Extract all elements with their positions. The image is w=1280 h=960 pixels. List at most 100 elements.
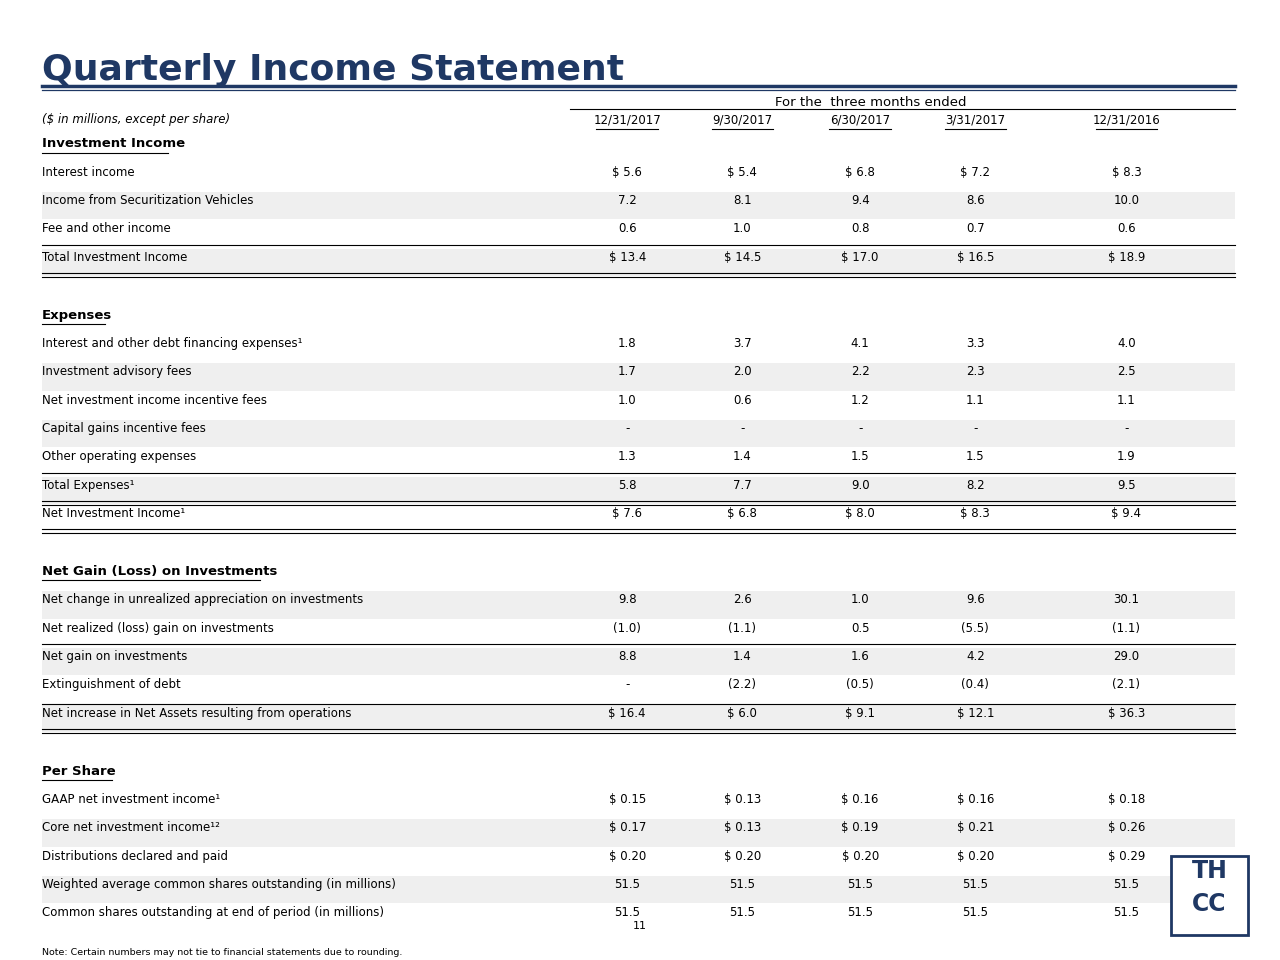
Bar <box>42 876 1235 903</box>
Point <box>562 104 577 115</box>
Text: Net gain on investments: Net gain on investments <box>42 650 188 663</box>
Text: $ 8.3: $ 8.3 <box>1111 165 1142 179</box>
Text: (1.1): (1.1) <box>1112 621 1140 635</box>
Text: 1.4: 1.4 <box>733 450 751 464</box>
Text: $ 17.0: $ 17.0 <box>841 251 879 264</box>
Text: 51.5: 51.5 <box>963 906 988 920</box>
Text: 0.5: 0.5 <box>851 621 869 635</box>
Text: 3/31/2017: 3/31/2017 <box>946 113 1005 127</box>
Text: Common shares outstanding at end of period (in millions): Common shares outstanding at end of peri… <box>42 906 384 920</box>
Text: (2.1): (2.1) <box>1112 678 1140 691</box>
Point <box>252 574 268 586</box>
Text: 0.6: 0.6 <box>1117 222 1135 235</box>
Text: Note: Certain numbers may not tie to financial statements due to rounding.: Note: Certain numbers may not tie to fin… <box>42 948 403 957</box>
Text: 51.5: 51.5 <box>614 906 640 920</box>
Text: ($ in millions, except per share): ($ in millions, except per share) <box>42 113 230 127</box>
Bar <box>42 420 1235 447</box>
Text: $ 0.16: $ 0.16 <box>956 793 995 806</box>
Text: 1.3: 1.3 <box>618 450 636 464</box>
Text: Investment Income: Investment Income <box>42 137 186 151</box>
Point <box>97 318 113 329</box>
Text: 6/30/2017: 6/30/2017 <box>831 113 890 127</box>
Text: (1.1): (1.1) <box>728 621 756 635</box>
Text: Interest and other debt financing expenses¹: Interest and other debt financing expens… <box>42 337 303 350</box>
Text: Interest income: Interest income <box>42 165 134 179</box>
Point <box>35 774 50 785</box>
Text: 1.5: 1.5 <box>851 450 869 464</box>
Point <box>1149 123 1165 134</box>
Text: $ 0.15: $ 0.15 <box>608 793 646 806</box>
Point <box>161 147 177 158</box>
Text: (0.4): (0.4) <box>961 678 989 691</box>
Text: GAAP net investment income¹: GAAP net investment income¹ <box>42 793 220 806</box>
Text: $ 12.1: $ 12.1 <box>956 707 995 720</box>
Point <box>1228 104 1243 115</box>
Text: 4.1: 4.1 <box>851 337 869 350</box>
Text: 30.1: 30.1 <box>1114 593 1139 607</box>
Text: Net increase in Net Assets resulting from operations: Net increase in Net Assets resulting fro… <box>42 707 352 720</box>
Text: 4.2: 4.2 <box>966 650 984 663</box>
Text: Expenses: Expenses <box>42 308 113 322</box>
Text: $ 7.2: $ 7.2 <box>960 165 991 179</box>
Text: TH: TH <box>1192 859 1228 883</box>
Text: $ 16.5: $ 16.5 <box>956 251 995 264</box>
Text: 2.6: 2.6 <box>733 593 751 607</box>
Text: 51.5: 51.5 <box>847 906 873 920</box>
Text: -: - <box>625 421 630 435</box>
Text: $ 16.4: $ 16.4 <box>608 707 646 720</box>
Text: $ 0.16: $ 0.16 <box>841 793 879 806</box>
Text: $ 6.0: $ 6.0 <box>727 707 758 720</box>
Text: 9/30/2017: 9/30/2017 <box>713 113 772 127</box>
Text: 51.5: 51.5 <box>1114 877 1139 891</box>
Text: Total Expenses¹: Total Expenses¹ <box>42 478 134 492</box>
Bar <box>42 705 1235 732</box>
Bar <box>42 363 1235 391</box>
Text: Weighted average common shares outstanding (in millions): Weighted average common shares outstandi… <box>42 877 396 891</box>
Text: 51.5: 51.5 <box>963 877 988 891</box>
Text: 0.6: 0.6 <box>618 222 636 235</box>
Text: 2.3: 2.3 <box>966 365 984 378</box>
Text: 7.7: 7.7 <box>733 478 751 492</box>
Text: Other operating expenses: Other operating expenses <box>42 450 197 464</box>
Text: Capital gains incentive fees: Capital gains incentive fees <box>42 421 206 435</box>
Text: (5.5): (5.5) <box>961 621 989 635</box>
Text: -: - <box>1124 421 1129 435</box>
Text: Net Gain (Loss) on Investments: Net Gain (Loss) on Investments <box>42 564 278 578</box>
Point <box>822 123 837 134</box>
Text: 51.5: 51.5 <box>847 877 873 891</box>
Text: 9.4: 9.4 <box>851 194 869 207</box>
Text: 8.1: 8.1 <box>733 194 751 207</box>
Text: $ 5.4: $ 5.4 <box>727 165 758 179</box>
Text: 8.8: 8.8 <box>618 650 636 663</box>
Text: Net change in unrealized appreciation on investments: Net change in unrealized appreciation on… <box>42 593 364 607</box>
Text: 1.6: 1.6 <box>851 650 869 663</box>
Text: (0.5): (0.5) <box>846 678 874 691</box>
Text: 5.8: 5.8 <box>618 478 636 492</box>
Point <box>1088 123 1103 134</box>
Text: 12/31/2016: 12/31/2016 <box>1093 113 1160 127</box>
Point <box>35 147 50 158</box>
Point <box>35 318 50 329</box>
Text: Net Investment Income¹: Net Investment Income¹ <box>42 507 186 520</box>
Text: 8.6: 8.6 <box>966 194 984 207</box>
Text: 12/31/2017: 12/31/2017 <box>594 113 660 127</box>
Text: Total Investment Income: Total Investment Income <box>42 251 188 264</box>
Point <box>704 123 719 134</box>
Text: 11: 11 <box>634 922 646 931</box>
Point <box>883 123 899 134</box>
Text: Distributions declared and paid: Distributions declared and paid <box>42 850 228 863</box>
Text: 10.0: 10.0 <box>1114 194 1139 207</box>
Bar <box>42 819 1235 847</box>
Text: $ 36.3: $ 36.3 <box>1107 707 1146 720</box>
Text: 9.6: 9.6 <box>966 593 984 607</box>
Text: $ 6.8: $ 6.8 <box>727 507 758 520</box>
Text: (1.0): (1.0) <box>613 621 641 635</box>
Point <box>765 123 781 134</box>
Text: Extinguishment of debt: Extinguishment of debt <box>42 678 180 691</box>
Text: 7.2: 7.2 <box>618 194 636 207</box>
Text: 1.0: 1.0 <box>851 593 869 607</box>
Text: 1.5: 1.5 <box>966 450 984 464</box>
Text: $ 13.4: $ 13.4 <box>608 251 646 264</box>
Text: $ 0.19: $ 0.19 <box>841 821 879 834</box>
Text: (2.2): (2.2) <box>728 678 756 691</box>
